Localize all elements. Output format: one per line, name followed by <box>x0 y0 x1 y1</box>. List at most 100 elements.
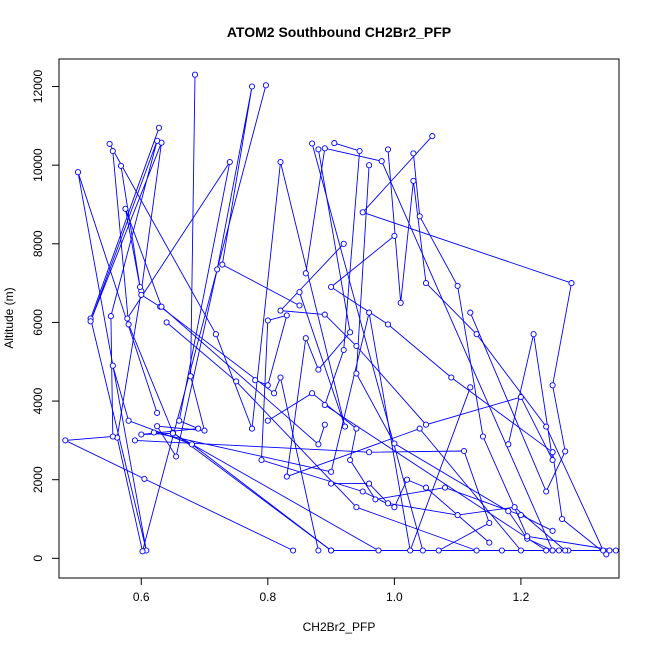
data-point <box>524 533 531 540</box>
data-point <box>441 484 449 491</box>
data-point <box>138 431 145 438</box>
data-point <box>219 261 226 268</box>
profile-line <box>255 314 490 543</box>
data-point <box>155 124 163 131</box>
x-tick-label: 0.8 <box>259 590 276 604</box>
data-point <box>366 449 373 456</box>
data-point <box>173 453 180 460</box>
data-point <box>422 484 430 491</box>
data-point <box>214 266 221 273</box>
data-point <box>606 547 613 554</box>
profile-line <box>109 143 346 429</box>
data-point <box>74 169 82 176</box>
data-point <box>341 423 349 430</box>
data-point <box>403 476 411 483</box>
data-point <box>309 140 316 147</box>
y-tick-label: 8000 <box>31 230 45 257</box>
data-point <box>195 425 202 432</box>
data-point <box>264 382 271 389</box>
data-point <box>264 317 271 324</box>
data-point <box>154 423 161 430</box>
data-point <box>201 427 208 434</box>
data-point <box>302 335 309 342</box>
data-point <box>359 209 366 216</box>
data-point <box>410 150 417 157</box>
y-tick-label: 6000 <box>31 309 45 336</box>
data-point <box>154 137 161 144</box>
y-axis: 0 2000 4000 6000 8000 10000 12000 <box>31 70 60 562</box>
data-point <box>296 289 303 296</box>
profile-line <box>355 165 553 551</box>
data-point <box>131 437 138 444</box>
data-point <box>549 456 556 464</box>
y-tick-label: 12000 <box>31 70 45 104</box>
data-point <box>384 321 392 328</box>
data-point <box>309 390 316 397</box>
data-point <box>262 82 269 89</box>
data-point <box>612 547 619 554</box>
data-point <box>435 547 442 554</box>
y-tick-label: 4000 <box>31 387 45 414</box>
data-point <box>347 329 354 336</box>
data-point <box>454 282 461 289</box>
data-point <box>187 373 194 380</box>
data-point <box>366 162 373 169</box>
profile-line <box>412 153 616 551</box>
data-point <box>321 421 328 428</box>
data-point <box>328 283 335 291</box>
data-point <box>136 283 144 291</box>
data-point <box>549 547 556 554</box>
data-point <box>290 547 297 554</box>
data-point <box>422 280 430 287</box>
x-axis-label: CH2Br2_PFP <box>303 620 376 634</box>
data-point <box>372 496 379 503</box>
data-point <box>486 519 493 527</box>
data-point <box>315 146 322 153</box>
data-point <box>407 547 414 554</box>
data-point <box>107 313 114 320</box>
data-point <box>479 433 487 440</box>
data-point <box>366 480 373 487</box>
data-point <box>498 547 505 554</box>
data-point <box>315 366 322 373</box>
data-point <box>530 331 537 338</box>
data-point <box>328 480 335 487</box>
data-point <box>429 133 436 140</box>
data-point <box>117 162 125 169</box>
plot-points <box>62 71 619 558</box>
data-point <box>163 319 170 326</box>
data-point <box>600 547 607 554</box>
data-point <box>248 425 256 432</box>
data-point <box>562 547 569 554</box>
data-point <box>384 500 392 507</box>
data-point <box>549 527 556 534</box>
y-tick-label: 10000 <box>31 148 45 182</box>
data-point <box>559 515 566 523</box>
data-point <box>138 291 145 298</box>
data-point <box>139 548 146 555</box>
data-point <box>109 433 116 440</box>
data-point <box>176 417 183 424</box>
data-point <box>517 512 524 519</box>
data-point <box>505 441 512 448</box>
y-tick-label: 2000 <box>31 466 45 493</box>
data-point <box>391 504 398 511</box>
data-point <box>375 547 382 554</box>
data-point <box>543 488 550 495</box>
data-point <box>158 303 165 310</box>
data-point <box>568 280 575 287</box>
data-point <box>109 362 116 369</box>
data-point <box>264 417 271 424</box>
data-point <box>321 145 328 152</box>
data-point <box>125 417 132 424</box>
x-tick-label: 1.2 <box>513 590 530 604</box>
data-point <box>277 158 284 166</box>
data-point <box>391 440 398 447</box>
data-point <box>353 370 360 377</box>
data-point <box>277 374 284 381</box>
data-point <box>141 475 148 482</box>
data-point <box>169 430 176 437</box>
data-point <box>353 504 360 511</box>
